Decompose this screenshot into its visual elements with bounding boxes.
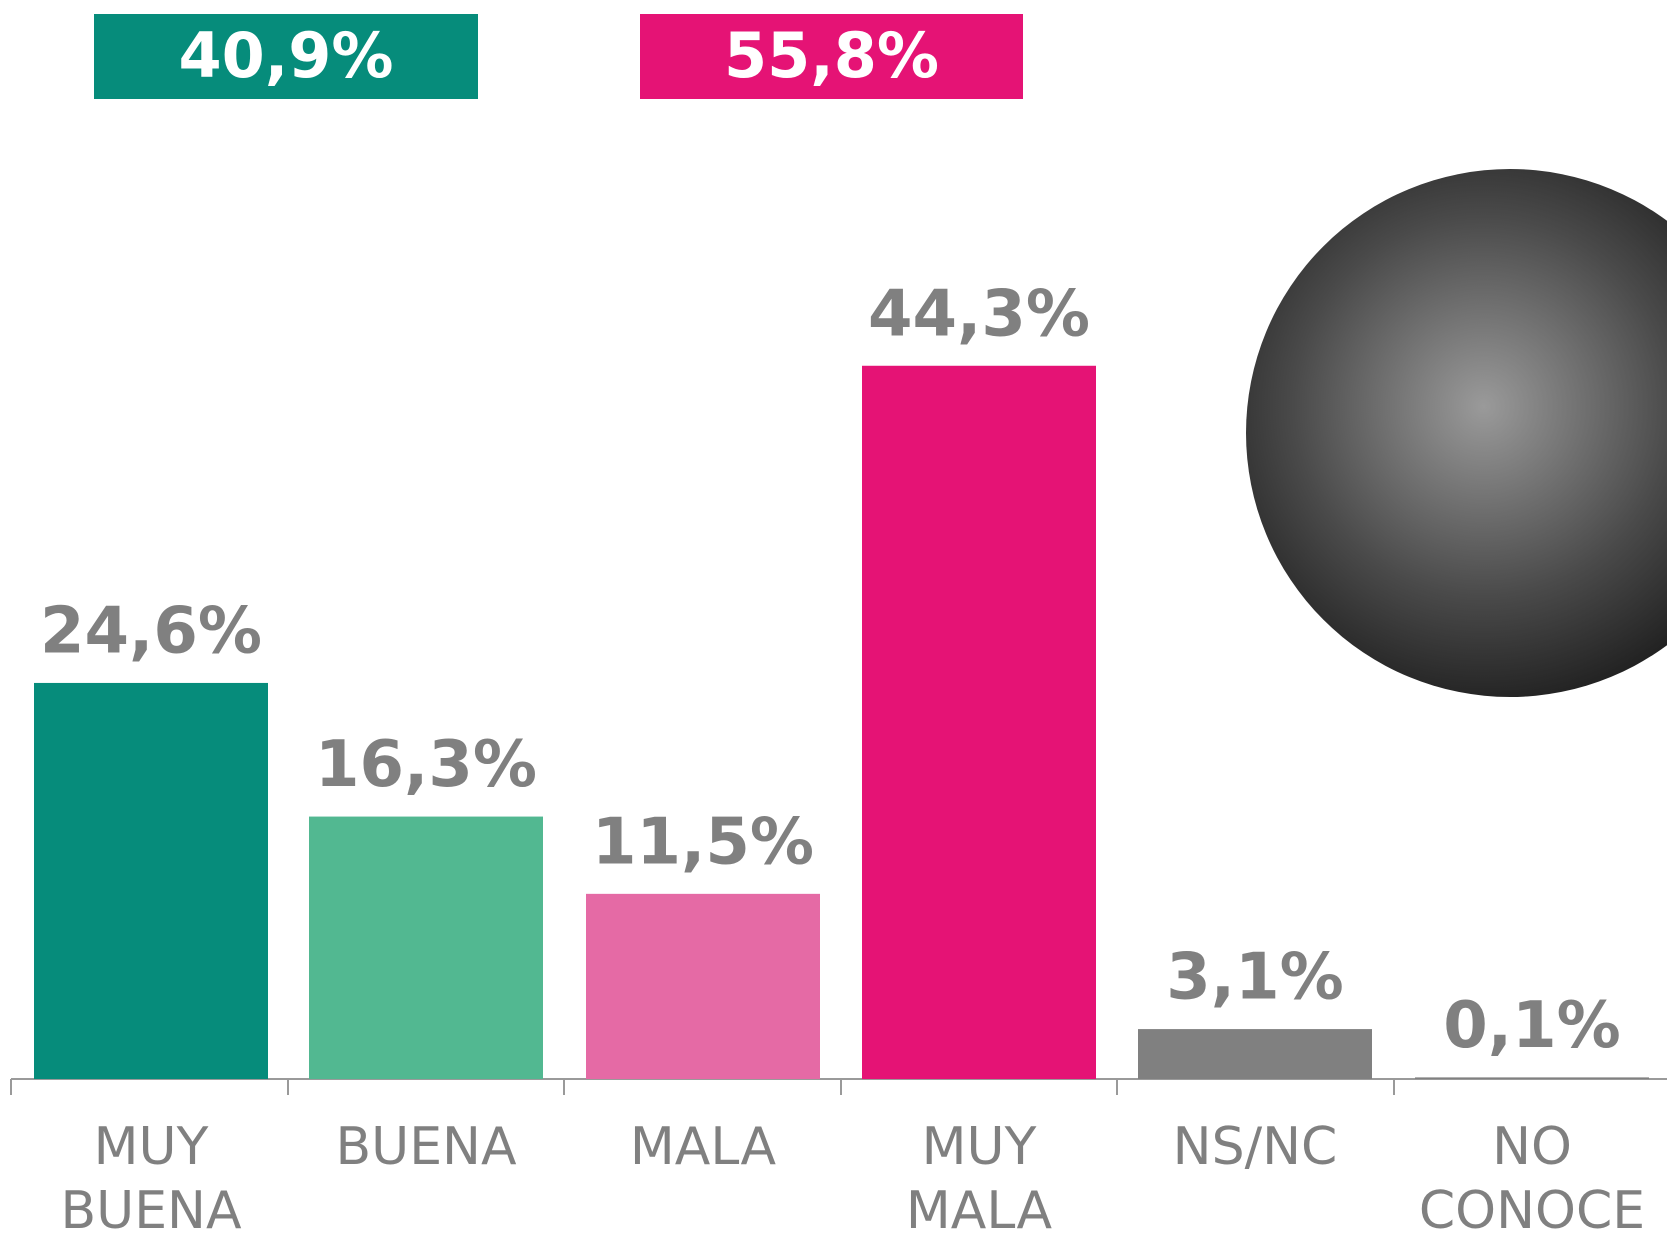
bar <box>1138 1029 1372 1079</box>
bar <box>862 366 1096 1079</box>
summary-label: 40,9% <box>178 19 393 92</box>
value-label: 3,1% <box>1166 941 1344 1015</box>
x-tick-label: BUENA <box>335 1117 516 1177</box>
bar <box>309 817 543 1079</box>
value-label: 44,3% <box>868 277 1090 351</box>
chart: 40,9% 55,8% 24,6% MUYBUENA 16,3% BUENA 11,5% MA… <box>0 0 1667 1241</box>
value-label: 16,3% <box>315 728 537 802</box>
value-label: 11,5% <box>592 805 814 879</box>
bar <box>34 683 268 1079</box>
summary-label: 55,8% <box>724 19 939 92</box>
bar <box>1415 1077 1649 1079</box>
bar <box>586 894 820 1079</box>
x-tick-label: NS/NC <box>1173 1117 1338 1177</box>
x-tick-label: MALA <box>630 1117 777 1177</box>
value-label: 0,1% <box>1443 989 1621 1063</box>
value-label: 24,6% <box>40 595 262 669</box>
portrait-photo <box>1246 169 1667 697</box>
